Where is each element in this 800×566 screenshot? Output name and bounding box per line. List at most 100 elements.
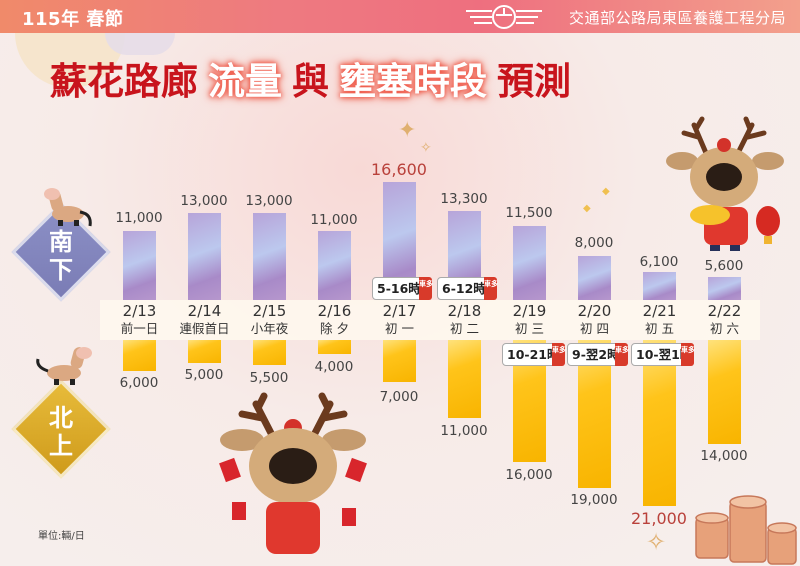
- congestion-time: 6-12時: [442, 281, 486, 296]
- date: 2/17: [382, 302, 417, 320]
- agency-name: 交通部公路局東區養護工程分局: [568, 9, 786, 27]
- south-value: 11,000: [310, 212, 358, 228]
- date-label: 2/17 初 一: [367, 302, 432, 337]
- north-value: 11,000: [440, 423, 488, 439]
- south-value: 11,000: [115, 210, 163, 226]
- busy-badge: 車多: [419, 277, 433, 300]
- north-value: 7,000: [379, 389, 419, 405]
- day-name: 初 六: [710, 321, 739, 336]
- date-label: 2/13 前一日: [107, 302, 172, 337]
- north-bar: [708, 340, 741, 444]
- south-bar: [643, 272, 676, 300]
- date-label: 2/20 初 四: [562, 302, 627, 337]
- congestion-tag: 6-12時 車多: [437, 277, 498, 300]
- north-bar: [643, 340, 676, 506]
- south-value: 6,100: [639, 254, 679, 270]
- south-bar: [318, 231, 351, 300]
- congestion-tag: 9-翌2時 車多: [567, 343, 629, 366]
- north-bar: [448, 340, 481, 418]
- north-value: 5,500: [249, 370, 289, 386]
- sparkle-icon: ◆: [583, 203, 591, 214]
- date: 2/22: [707, 302, 742, 320]
- reindeer-lantern-illustration: [666, 116, 784, 251]
- busy-badge: 車多: [552, 343, 566, 366]
- day-name: 小年夜: [250, 321, 289, 336]
- day-name: 初 三: [515, 321, 544, 336]
- highway-bureau-logo-icon: [466, 5, 542, 29]
- north-bar: [253, 340, 286, 365]
- date: 2/20: [577, 302, 612, 320]
- horse-icon: [36, 347, 92, 385]
- gold-coins-illustration: [695, 495, 797, 565]
- south-value: 13,300: [440, 191, 488, 207]
- unit-label: 單位:輛/日: [38, 531, 85, 542]
- south-bar: [578, 256, 611, 300]
- south-value: 13,000: [245, 193, 293, 209]
- southbound-label: 南 下: [41, 228, 81, 284]
- date: 2/19: [512, 302, 547, 320]
- day-name: 初 二: [450, 321, 479, 336]
- day-name: 前一日: [120, 321, 159, 336]
- date: 2/21: [642, 302, 677, 320]
- southbound-char2: 下: [49, 256, 73, 284]
- day-name: 初 五: [645, 321, 674, 336]
- busy-badge: 車多: [484, 277, 498, 300]
- date-label: 2/18 初 二: [432, 302, 497, 337]
- south-bar: [253, 213, 286, 300]
- date: 2/14: [187, 302, 222, 320]
- southbound-char1: 南: [49, 228, 73, 256]
- page-title: 蘇花路廊 流量與壅塞時段 預測: [50, 57, 571, 107]
- south-bar: [513, 226, 546, 300]
- title-flow: 流量: [208, 60, 282, 103]
- congestion-tag: 10-翌1時 車多: [631, 343, 695, 366]
- reindeer-redenvelope-illustration: [219, 392, 367, 554]
- north-bar: [188, 340, 221, 363]
- day-name: 初 一: [385, 321, 414, 336]
- north-value: 6,000: [119, 375, 159, 391]
- congestion-time: 10-21時: [507, 347, 560, 362]
- congestion-tag: 5-16時 車多: [372, 277, 433, 300]
- northbound-label: 北 上: [41, 404, 81, 460]
- date-label: 2/21 初 五: [627, 302, 692, 337]
- title-and: 與: [292, 60, 329, 103]
- date-label: 2/16 除 夕: [302, 302, 367, 337]
- date-strip: [100, 300, 760, 340]
- sparkle-icon: ✦: [398, 118, 417, 143]
- date: 2/13: [122, 302, 157, 320]
- congestion-time: 9-翌2時: [572, 347, 620, 362]
- top-banner: 115年 春節 交通部公路局東區養護工程分局: [0, 0, 800, 33]
- north-bar: [123, 340, 156, 371]
- day-name: 初 四: [580, 321, 609, 336]
- north-value: 5,000: [184, 367, 224, 383]
- day-name: 連假首日: [179, 321, 230, 336]
- north-bar: [383, 340, 416, 382]
- south-bar: [188, 213, 221, 300]
- date-label: 2/19 初 三: [497, 302, 562, 337]
- congestion-tag: 10-21時 車多: [502, 343, 566, 366]
- south-value: 11,500: [505, 205, 553, 221]
- south-value: 5,600: [704, 258, 744, 274]
- north-bar: [318, 340, 351, 354]
- horse-icon: [44, 188, 92, 227]
- north-value: 14,000: [700, 448, 748, 464]
- south-bar: [708, 277, 741, 300]
- sparkle-icon: ◆: [602, 186, 610, 197]
- northbound-char2: 上: [49, 432, 73, 460]
- south-value: 8,000: [574, 235, 614, 251]
- date: 2/15: [252, 302, 287, 320]
- busy-badge: 車多: [681, 343, 695, 366]
- northbound-char1: 北: [49, 404, 73, 432]
- south-peak-value: 16,600: [371, 160, 427, 179]
- south-bar: [123, 231, 156, 300]
- date-label: 2/22 初 六: [692, 302, 757, 337]
- sparkle-icon: ✧: [646, 528, 667, 556]
- north-value: 4,000: [314, 359, 354, 375]
- congestion-time: 10-翌1時: [636, 347, 693, 362]
- date: 2/18: [447, 302, 482, 320]
- congestion-time: 5-16時: [377, 281, 421, 296]
- north-value: 19,000: [570, 492, 618, 508]
- date-label: 2/14 連假首日: [172, 302, 237, 337]
- title-forecast: 預測: [497, 60, 571, 103]
- day-name: 除 夕: [320, 321, 349, 336]
